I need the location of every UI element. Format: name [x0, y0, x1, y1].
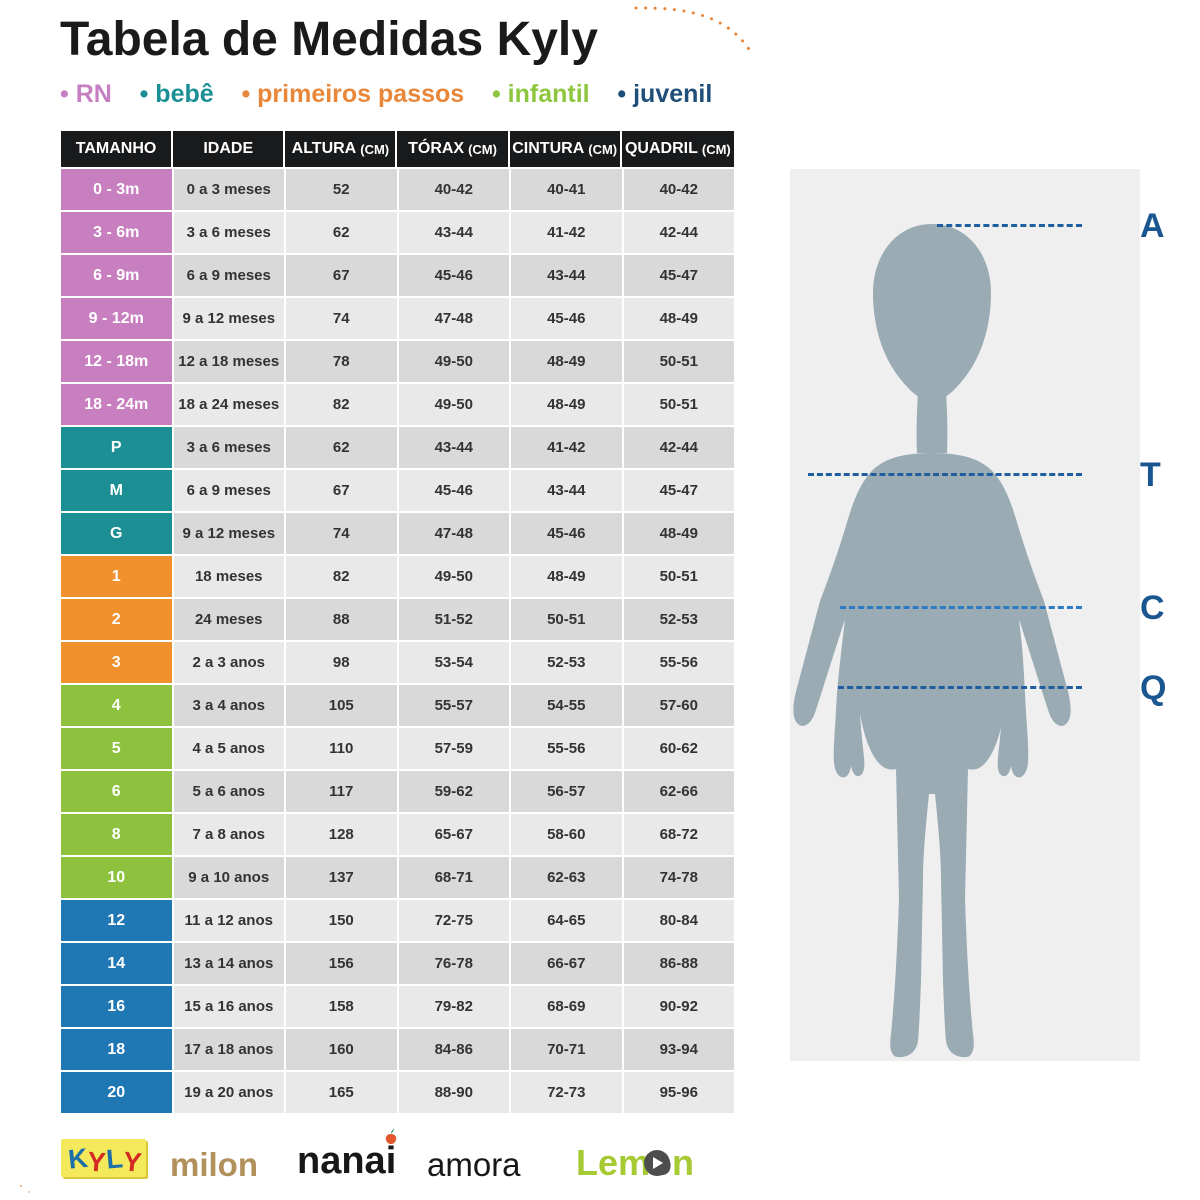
svg-text:Y: Y: [86, 1146, 107, 1175]
svg-text:L: L: [105, 1143, 124, 1174]
svg-text:Y: Y: [122, 1146, 142, 1175]
